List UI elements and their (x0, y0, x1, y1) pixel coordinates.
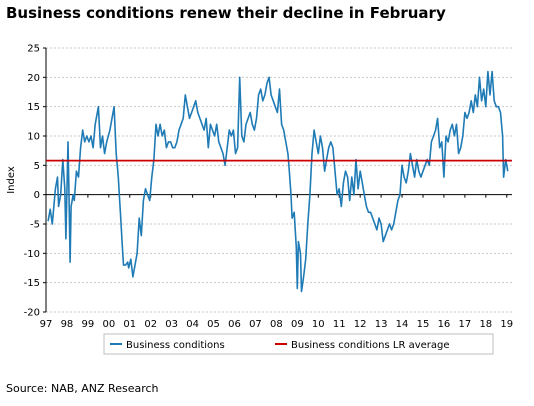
x-tick-label: 12 (354, 319, 367, 330)
x-tick-label: 00 (102, 319, 115, 330)
x-tick-label: 16 (438, 319, 451, 330)
x-tick-label: 01 (123, 319, 136, 330)
x-tick-label: 18 (479, 319, 492, 330)
y-axis-label: Index (6, 166, 17, 194)
y-tick-label: -15 (24, 278, 40, 289)
x-tick-labels: 97 98 99 00 01 02 03 04 05 06 07 08 09 10 11 12 13 14 15 16… (40, 319, 513, 330)
source-note: Source: NAB, ANZ Research (6, 382, 159, 395)
legend-label-business-conditions: Business conditions (126, 340, 225, 351)
legend-box (103, 333, 494, 355)
y-tick-label: 15 (27, 102, 40, 113)
x-tick-label: 06 (228, 319, 241, 330)
x-tick-label: 97 (40, 319, 53, 330)
y-tick-label: 10 (27, 132, 40, 143)
series-lines (46, 70, 512, 293)
y-tick-label: 0 (34, 190, 40, 201)
x-tick-label: 04 (186, 319, 199, 330)
y-tick-label: 20 (27, 73, 40, 84)
series-line-business-conditions (47, 70, 509, 293)
y-tick-label: 5 (34, 161, 40, 172)
x-tick-label: 08 (270, 319, 283, 330)
y-tick-label: -20 (24, 308, 40, 319)
x-tick-label: 19 (500, 319, 513, 330)
x-tick-label: 99 (82, 319, 95, 330)
legend-label-lr-average: Business conditions LR average (291, 340, 450, 351)
legend: Business conditions Business conditions … (103, 333, 494, 355)
y-tick-label: -10 (24, 249, 40, 260)
x-tick-label: 17 (459, 319, 472, 330)
line-chart: 25 20 15 10 5 0 -5 -10 -15 -20 97 98 99 00 01 02 03 04 05… (6, 44, 513, 355)
gridlines (46, 47, 512, 313)
axes (43, 47, 512, 313)
x-tick-label: 07 (249, 319, 262, 330)
x-tick-label: 02 (144, 319, 157, 330)
x-tick-label: 09 (291, 319, 304, 330)
x-tick-label: 11 (333, 319, 346, 330)
x-tick-label: 13 (375, 319, 388, 330)
y-tick-labels: 25 20 15 10 5 0 -5 -10 -15 -20 (24, 44, 40, 319)
y-tick-label: -5 (30, 220, 40, 231)
x-tick-label: 05 (207, 319, 220, 330)
x-tick-label: 98 (61, 319, 74, 330)
y-tick-label: 25 (27, 44, 40, 55)
x-tick-label: 15 (417, 319, 430, 330)
x-tick-label: 03 (165, 319, 178, 330)
x-tick-label: 10 (312, 319, 325, 330)
x-tick-label: 14 (396, 319, 409, 330)
chart-title: Business conditions renew their decline … (6, 4, 446, 22)
